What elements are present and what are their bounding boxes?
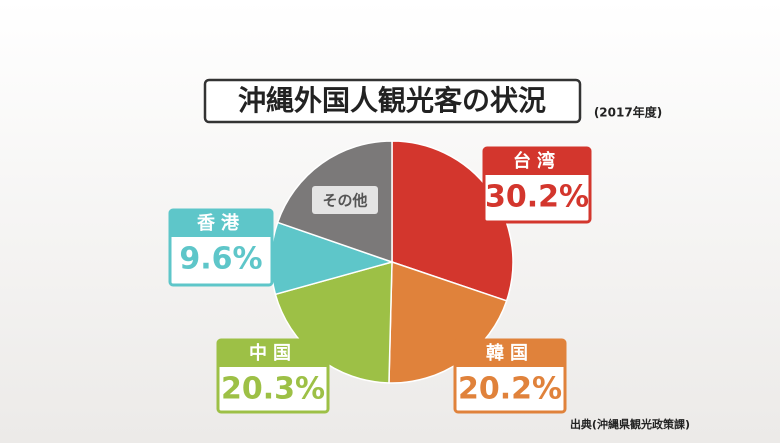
label-header xyxy=(484,148,590,175)
value-label: 20.3% xyxy=(221,372,325,407)
category-label: 香港 xyxy=(196,213,245,234)
category-label: 中国 xyxy=(249,342,297,364)
category-label: 韓国 xyxy=(486,342,534,364)
title-box xyxy=(203,78,582,124)
label-header xyxy=(455,340,565,367)
value-label: 20.2% xyxy=(458,372,562,407)
labels: 台湾 30.2% 韓国 20.2% 中国 20.3% 香港 9.6% その他 xyxy=(168,146,592,414)
chart-title: 沖縄外国人観光客の状況 xyxy=(238,84,546,117)
subtitle: (2017年度) xyxy=(594,105,662,120)
label-header xyxy=(218,340,328,367)
value-label: 30.2% xyxy=(485,180,589,215)
category-label: その他 xyxy=(322,192,367,210)
value-label: 9.6% xyxy=(179,242,262,277)
label-box xyxy=(312,186,378,214)
source: 出典(沖縄県観光政策課) xyxy=(570,417,690,431)
category-label: 台湾 xyxy=(513,150,561,172)
label-header xyxy=(170,210,272,237)
